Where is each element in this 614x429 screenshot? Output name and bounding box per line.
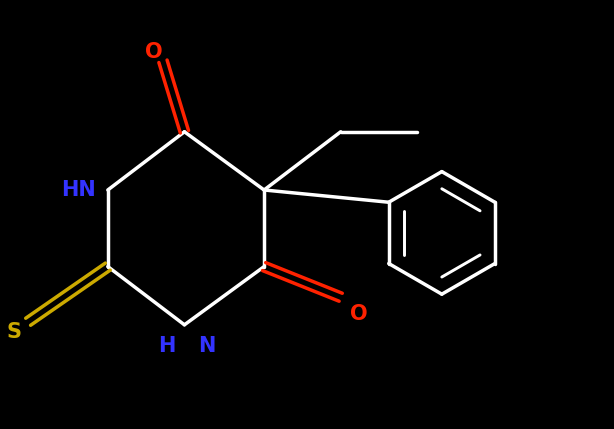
Text: O: O [145,42,163,62]
Text: H: H [158,336,175,356]
Text: O: O [350,304,368,324]
Text: S: S [7,322,21,342]
Text: HN: HN [61,180,96,200]
Text: N: N [198,336,216,356]
